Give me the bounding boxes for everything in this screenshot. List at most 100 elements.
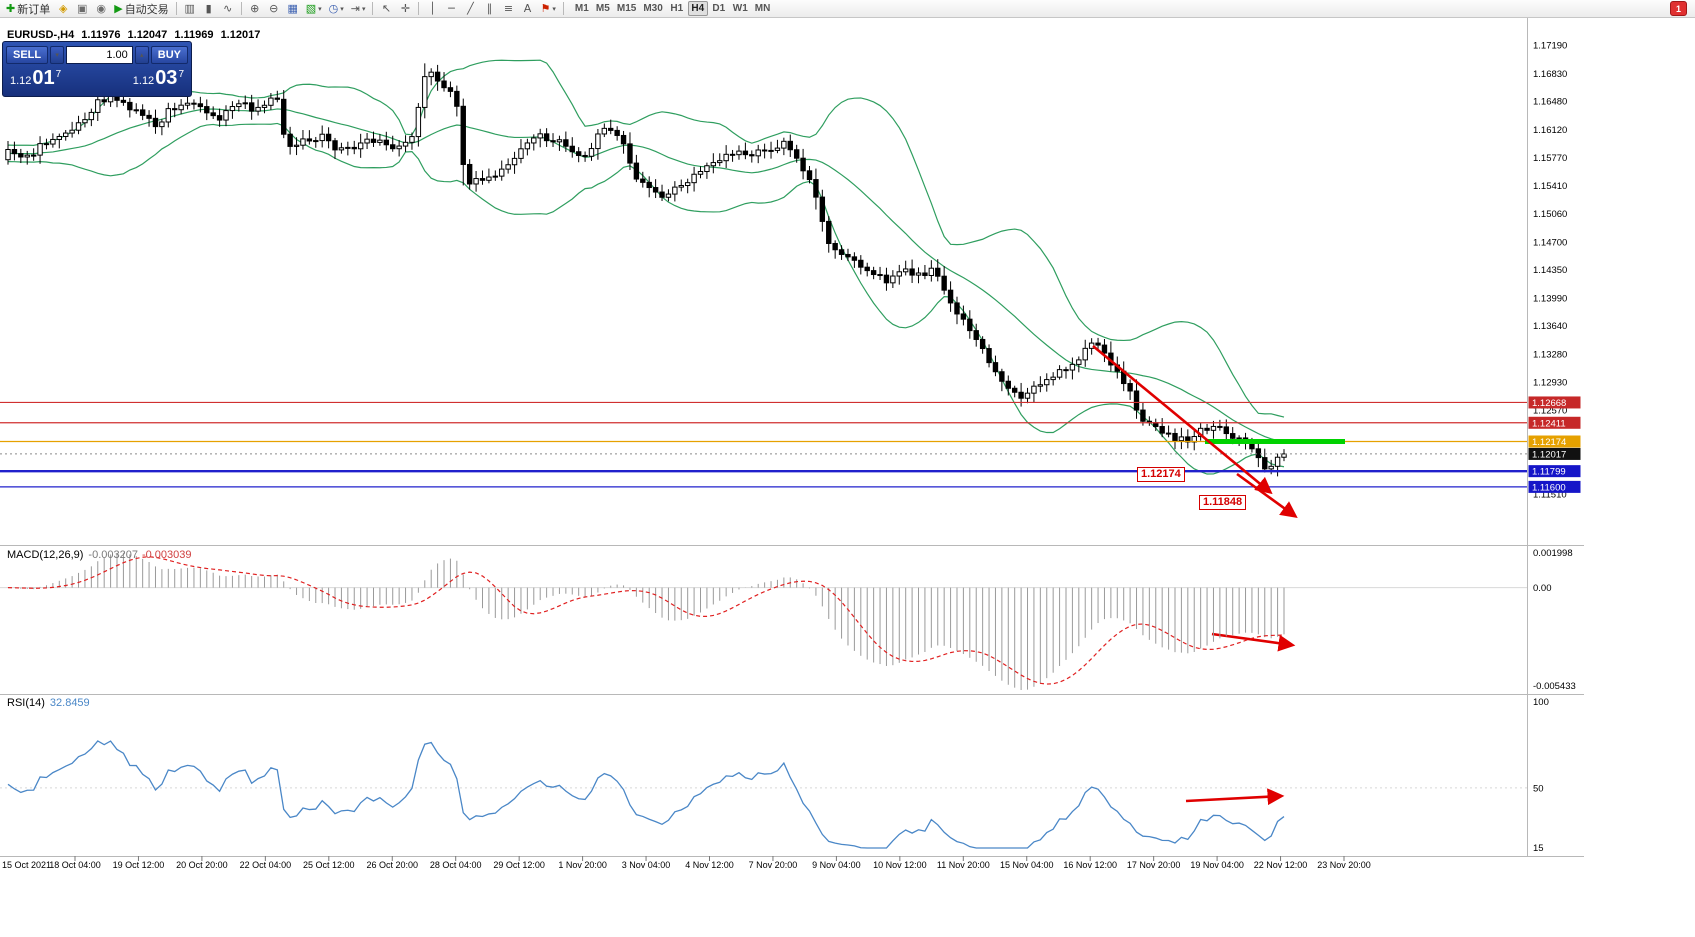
chevron-down-icon: ▾: [55, 50, 59, 59]
zoom-in-icon: ⊕: [250, 2, 260, 15]
sell-price-pips: 01: [32, 67, 55, 89]
rsi-panel[interactable]: 100 50 15: [0, 697, 1549, 854]
autotrade-button[interactable]: ▶ 自动交易: [111, 1, 171, 17]
cursor-icon: ↖: [381, 2, 392, 15]
price-callout-1.11848[interactable]: 1.11848: [1199, 495, 1247, 510]
chevron-down-icon: ▾: [361, 4, 366, 13]
price-axis[interactable]: 1.17190 1.16830 1.16480 1.16120 1.15770 1.154…: [1528, 41, 1581, 501]
timeframe-mn[interactable]: MN: [752, 1, 774, 16]
new-chart-button[interactable]: ▧ ▾: [303, 1, 325, 17]
macd-indicator-label: MACD(12,26,9) -0.003207 -0.003039: [7, 549, 192, 561]
buy-button[interactable]: BUY: [150, 45, 188, 64]
svg-text:1 Nov 20:00: 1 Nov 20:00: [558, 860, 607, 870]
timeframe-h4[interactable]: H4: [687, 1, 708, 16]
fibonacci-tool-button[interactable]: ≡: [499, 1, 517, 17]
trend-arrows[interactable]: [1092, 344, 1298, 806]
svg-text:1.14700: 1.14700: [1533, 237, 1567, 248]
text-tool-button[interactable]: A: [518, 1, 536, 17]
timeframe-m15[interactable]: M15: [614, 1, 639, 16]
crosshair-tool-button[interactable]: ✛: [396, 1, 414, 17]
svg-text:1.11799: 1.11799: [1532, 467, 1566, 478]
candle-chart-button[interactable]: ▮: [200, 1, 218, 17]
autotrade-label: 自动交易: [124, 3, 169, 16]
trade-panel-prices: 1.12 01 7 1.12 03 7: [3, 65, 191, 90]
cursor-tool-button[interactable]: ↖: [377, 1, 395, 17]
svg-text:15 Nov 04:00: 15 Nov 04:00: [1000, 860, 1054, 870]
chart-window-button[interactable]: ▣: [73, 1, 91, 17]
timeframe-m1[interactable]: M1: [572, 1, 592, 16]
svg-text:23 Nov 20:00: 23 Nov 20:00: [1317, 860, 1371, 870]
sell-button[interactable]: SELL: [6, 45, 49, 64]
buy-price[interactable]: 1.12 03 7: [133, 67, 184, 90]
channel-tool-button[interactable]: ∥: [480, 1, 498, 17]
autotrade-play-icon: ▶: [114, 2, 123, 15]
period-button[interactable]: ◷ ▾: [326, 1, 347, 17]
svg-text:1.16120: 1.16120: [1533, 125, 1567, 136]
svg-text:3 Nov 04:00: 3 Nov 04:00: [622, 860, 671, 870]
trendline-tool-button[interactable]: ╱: [461, 1, 479, 17]
volume-input[interactable]: [66, 45, 133, 64]
macd-main-value: -0.003207: [88, 549, 138, 561]
timeframe-h1[interactable]: H1: [667, 1, 687, 16]
volume-step-dropdown[interactable]: ▴: [134, 45, 149, 64]
svg-text:22 Nov 12:00: 22 Nov 12:00: [1254, 860, 1308, 870]
chart-ohlc-readout: EURUSD-,H4 1.11976 1.12047 1.11969 1.120…: [7, 29, 264, 41]
alerts-button[interactable]: ◉: [92, 1, 110, 17]
arrows-tool-button[interactable]: ⚑ ▾: [537, 1, 558, 17]
price-chart-area[interactable]: [5, 59, 1287, 477]
main-toolbar: ✚ 新订单 ◈ ▣ ◉ ▶ 自动交易 ▥ ▮ ∿ ⊕ ⊖: [0, 0, 1695, 18]
chart-shift-button[interactable]: ⇥ ▾: [348, 1, 369, 17]
svg-text:1.11510: 1.11510: [1533, 490, 1567, 501]
zoom-in-button[interactable]: ⊕: [246, 1, 264, 17]
horizontal-line-tool-button[interactable]: ─: [442, 1, 460, 17]
sell-price[interactable]: 1.12 01 7: [10, 67, 61, 90]
svg-text:1.12668: 1.12668: [1532, 398, 1566, 409]
alerts-icon: ◉: [96, 2, 107, 15]
svg-text:1.12017: 1.12017: [1532, 449, 1566, 460]
new-chart-icon: ▧: [305, 2, 317, 15]
panel-separators: [0, 18, 1584, 857]
line-chart-button[interactable]: ∿: [219, 1, 237, 17]
new-order-label: 新订单: [17, 3, 51, 16]
svg-text:20 Oct 20:00: 20 Oct 20:00: [176, 860, 228, 870]
trade-panel-controls: SELL ▾ ▴ BUY: [3, 42, 191, 65]
macd-panel[interactable]: 0.001998 0.00 -0.005433: [0, 548, 1576, 692]
bar-chart-icon: ▥: [184, 2, 195, 15]
timeframe-m5[interactable]: M5: [593, 1, 613, 16]
timeframe-w1[interactable]: W1: [730, 1, 751, 16]
vertical-line-tool-button[interactable]: │: [423, 1, 441, 17]
rsi-indicator-label: RSI(14) 32.8459: [7, 697, 90, 709]
timeframe-m30[interactable]: M30: [640, 1, 665, 16]
svg-text:1.14350: 1.14350: [1533, 265, 1567, 276]
chart-window-icon: ▣: [77, 2, 88, 15]
svg-text:-0.005433: -0.005433: [1533, 681, 1576, 692]
candlestick-series: [5, 63, 1287, 477]
notification-badge[interactable]: 1: [1670, 1, 1687, 16]
price-callout-1.12174[interactable]: 1.12174: [1137, 467, 1185, 482]
svg-text:22 Oct 04:00: 22 Oct 04:00: [240, 860, 292, 870]
new-order-button[interactable]: ✚ 新订单: [3, 1, 53, 17]
macd-signal-value: -0.003039: [141, 549, 192, 561]
svg-text:1.17190: 1.17190: [1533, 41, 1567, 52]
trendline-icon: ╱: [467, 2, 474, 15]
svg-text:0.00: 0.00: [1533, 583, 1552, 594]
timeframe-d1[interactable]: D1: [709, 1, 729, 16]
svg-text:28 Oct 04:00: 28 Oct 04:00: [430, 860, 482, 870]
svg-text:9 Nov 04:00: 9 Nov 04:00: [812, 860, 861, 870]
zoom-out-button[interactable]: ⊖: [265, 1, 283, 17]
toolbar-separator: [372, 2, 374, 15]
svg-text:1.16830: 1.16830: [1533, 69, 1567, 80]
chevron-down-icon: ▾: [552, 4, 556, 13]
sell-options-dropdown[interactable]: ▾: [50, 45, 65, 64]
chart-shift-icon: ⇥: [350, 2, 360, 15]
rsi-name: RSI(14): [7, 697, 45, 709]
horizontal-level-lines[interactable]: [0, 401, 1527, 488]
svg-text:15: 15: [1533, 843, 1544, 854]
horizontal-line-icon: ─: [448, 2, 455, 15]
indicator-list-button[interactable]: ◈: [54, 1, 72, 17]
svg-text:1.15410: 1.15410: [1533, 181, 1567, 192]
bar-chart-button[interactable]: ▥: [181, 1, 199, 17]
tile-windows-button[interactable]: ▦: [284, 1, 302, 17]
